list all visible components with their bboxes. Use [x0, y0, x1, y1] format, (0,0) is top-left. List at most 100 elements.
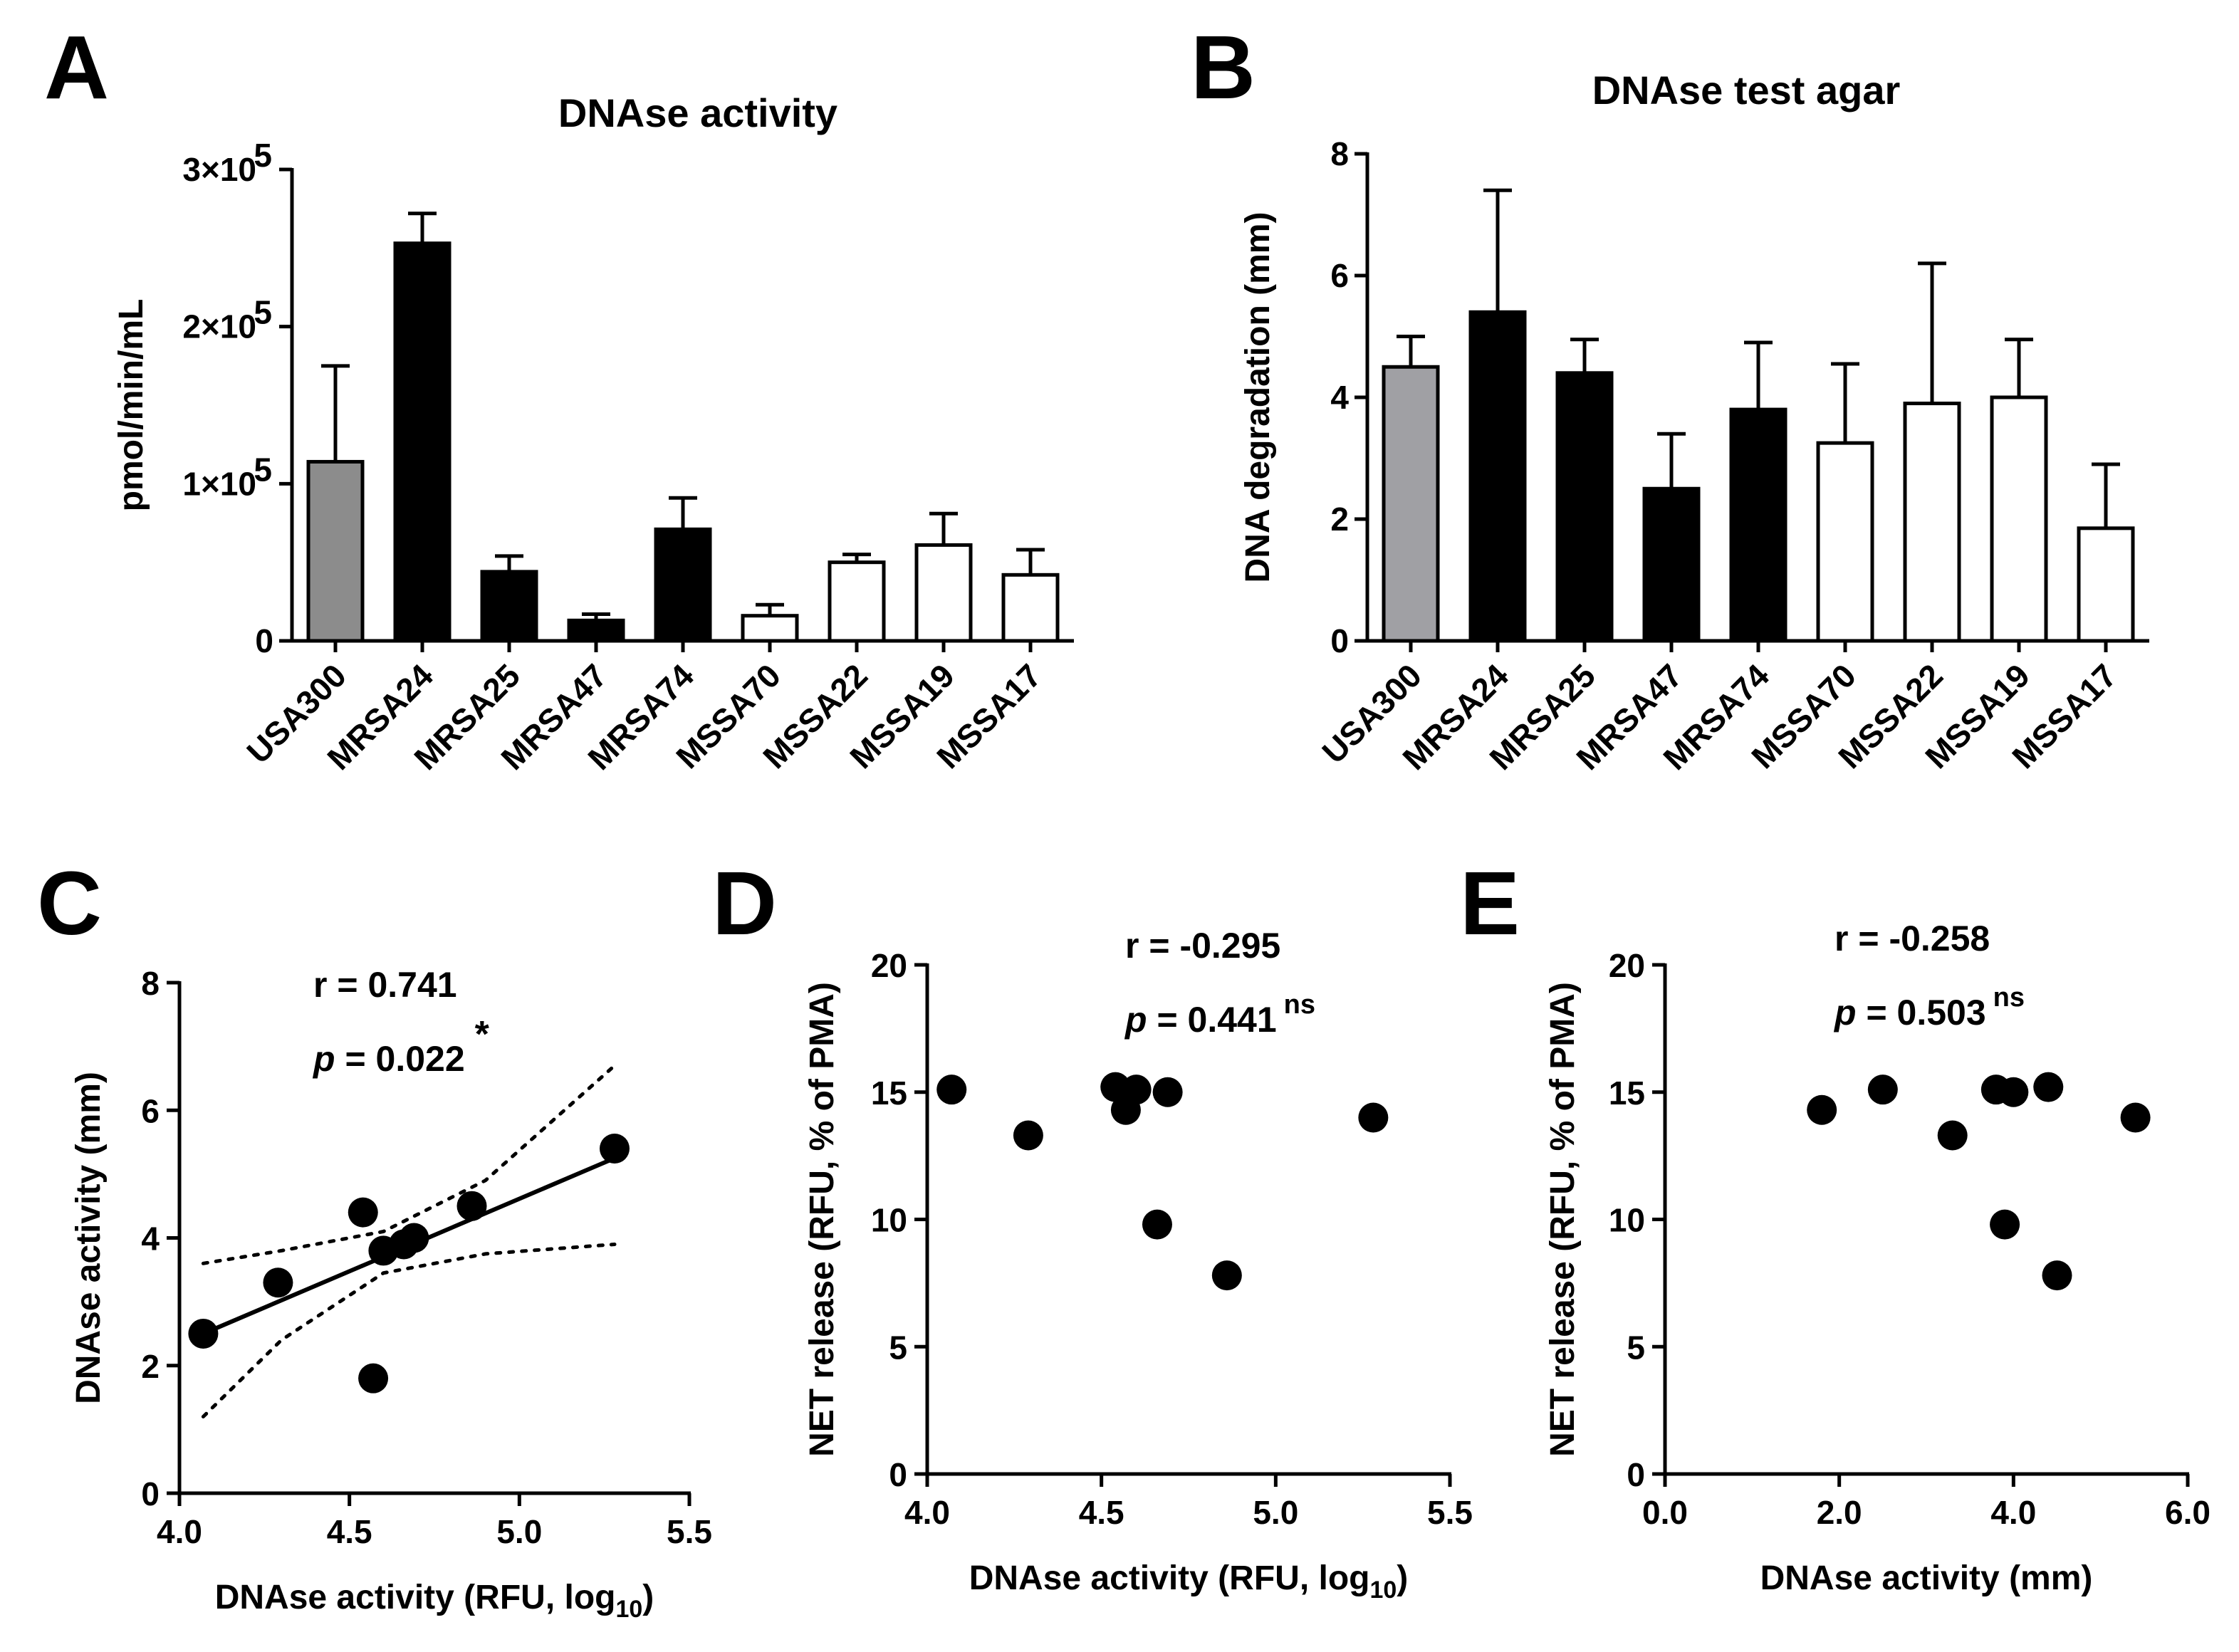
panel-label-a: A: [44, 17, 109, 117]
y-tick-label: 20: [871, 947, 907, 984]
bar-mrsa74: [1729, 407, 1787, 643]
stat-p-value: p = 0.022*: [312, 1014, 490, 1079]
data-point: [456, 1191, 487, 1221]
x-tick-label: 0.0: [1642, 1494, 1688, 1531]
data-point: [2042, 1260, 2072, 1291]
panel-label-c: C: [37, 853, 102, 953]
data-point: [1990, 1209, 2020, 1240]
y-tick-label: 0: [141, 1475, 160, 1512]
y-tick-label: 0: [1627, 1456, 1645, 1493]
bar-mrsa74: [654, 527, 712, 643]
data-point: [936, 1075, 967, 1105]
data-point: [348, 1197, 378, 1228]
y-axis-label: NET release (RFU, % of PMA): [803, 982, 841, 1457]
bar-mssa22: [828, 560, 886, 643]
data-point: [1013, 1120, 1043, 1151]
bar-mssa19: [1990, 395, 2048, 643]
data-point: [1998, 1077, 2029, 1107]
panel-label-d: D: [712, 853, 777, 953]
y-tick-label: 4: [141, 1220, 160, 1258]
data-point: [1121, 1075, 1152, 1105]
y-tick-label: 6: [141, 1092, 160, 1129]
x-tick-label: 4.0: [157, 1513, 202, 1550]
y-tick-exponent: 5: [254, 137, 272, 174]
data-point: [1152, 1077, 1183, 1107]
x-tick-label: 5.5: [1427, 1494, 1473, 1531]
y-tick-label: 0: [1330, 622, 1349, 659]
y-tick-label: 0: [889, 1456, 907, 1493]
y-tick-label: 2×10: [182, 308, 256, 345]
panel-e-chart: 0 5 10 15 20 0.0 2.0 4.0 6.0 NET release (RFU, % …: [1544, 919, 2211, 1597]
y-tick-label: 15: [1609, 1075, 1645, 1112]
bar-usa300: [306, 459, 365, 643]
x-axis-label: DNAse activity (mm): [1760, 1559, 2093, 1597]
panel-label-e: E: [1460, 853, 1520, 953]
y-tick-label: 2: [1330, 501, 1349, 538]
x-tick-label: 5.0: [1253, 1494, 1298, 1531]
x-tick-label: 4.5: [1079, 1494, 1124, 1531]
y-tick-label: 20: [1609, 947, 1645, 984]
y-tick-label: 4: [1330, 379, 1349, 416]
y-tick-label: 5: [1627, 1329, 1645, 1366]
y-tick-label: 2: [141, 1348, 160, 1385]
x-tick-label: 2.0: [1817, 1494, 1862, 1531]
x-axis-label: DNAse activity (RFU, log10): [215, 1579, 654, 1623]
chart-title: DNAse activity: [558, 90, 837, 135]
panel-d-chart: 0 5 10 15 20 4.0 4.5 5.0 5.5 NET release (RFU, % …: [803, 926, 1473, 1604]
data-point: [188, 1318, 219, 1349]
y-tick-label: 8: [1330, 135, 1349, 172]
y-axis-label: DNA degradation (mm): [1239, 212, 1277, 583]
data-point: [1807, 1094, 1837, 1125]
bar-usa300: [1382, 365, 1440, 643]
x-tick-label: 5.0: [496, 1513, 542, 1550]
bar-mrsa47: [567, 618, 625, 643]
bar-mrsa24: [1468, 310, 1527, 643]
data-point: [2033, 1072, 2064, 1102]
bar-mssa19: [914, 543, 973, 643]
y-tick-exponent: 5: [254, 451, 272, 488]
data-point: [263, 1267, 293, 1298]
y-tick-label: 10: [871, 1202, 907, 1239]
data-point: [1867, 1075, 1898, 1105]
ci-upper-line: [201, 1064, 617, 1265]
data-point: [1358, 1102, 1389, 1133]
y-tick-exponent: 5: [254, 294, 272, 331]
stat-p-value: p = 0.441 ns: [1124, 990, 1315, 1040]
x-tick-label: 4.0: [1990, 1494, 2036, 1531]
bar-mrsa25: [480, 570, 538, 643]
y-tick-label: 6: [1330, 257, 1349, 294]
x-tick-label: 4.0: [904, 1494, 950, 1531]
bar-mrsa24: [393, 241, 452, 643]
panel-a-chart: DNAse activity01×1052×1053×105pmol/min/m…: [113, 90, 1074, 777]
data-point: [1937, 1120, 1968, 1151]
panel-c-chart: 0 2 4 6 8 4.0 4.5 5.0 5.5 DNAse activity (mm) DNAs…: [70, 965, 712, 1623]
y-tick-label: 3×10: [182, 151, 256, 188]
bar-mrsa25: [1555, 371, 1614, 643]
x-tick-label: 6.0: [2165, 1494, 2211, 1531]
data-point: [358, 1363, 389, 1394]
data-point: [599, 1134, 630, 1164]
stat-r-value: r = 0.741: [313, 965, 457, 1005]
stat-r-value: r = -0.295: [1125, 926, 1280, 966]
bar-mssa70: [741, 614, 799, 643]
bar-mssa17: [2077, 526, 2135, 643]
data-point: [399, 1223, 429, 1253]
y-axis-label: DNAse activity (mm): [70, 1072, 108, 1404]
y-tick-label: 10: [1609, 1202, 1645, 1239]
y-axis-label: NET release (RFU, % of PMA): [1544, 982, 1582, 1457]
y-tick-label: 5: [889, 1329, 907, 1366]
x-tick-label: 5.5: [667, 1513, 712, 1550]
data-point: [1142, 1209, 1172, 1240]
ci-lower-line: [201, 1243, 617, 1418]
y-tick-label: 8: [141, 965, 160, 1002]
chart-title: DNAse test agar: [1592, 68, 1901, 113]
panel-label-b: B: [1191, 17, 1256, 117]
bar-mrsa47: [1642, 486, 1701, 643]
y-tick-label: 0: [255, 622, 273, 659]
y-tick-label: 15: [871, 1075, 907, 1112]
data-point: [2120, 1102, 2151, 1133]
x-axis-label: DNAse activity (RFU, log10): [969, 1559, 1409, 1604]
bar-mssa70: [1816, 441, 1874, 643]
bar-mssa17: [1001, 573, 1060, 643]
